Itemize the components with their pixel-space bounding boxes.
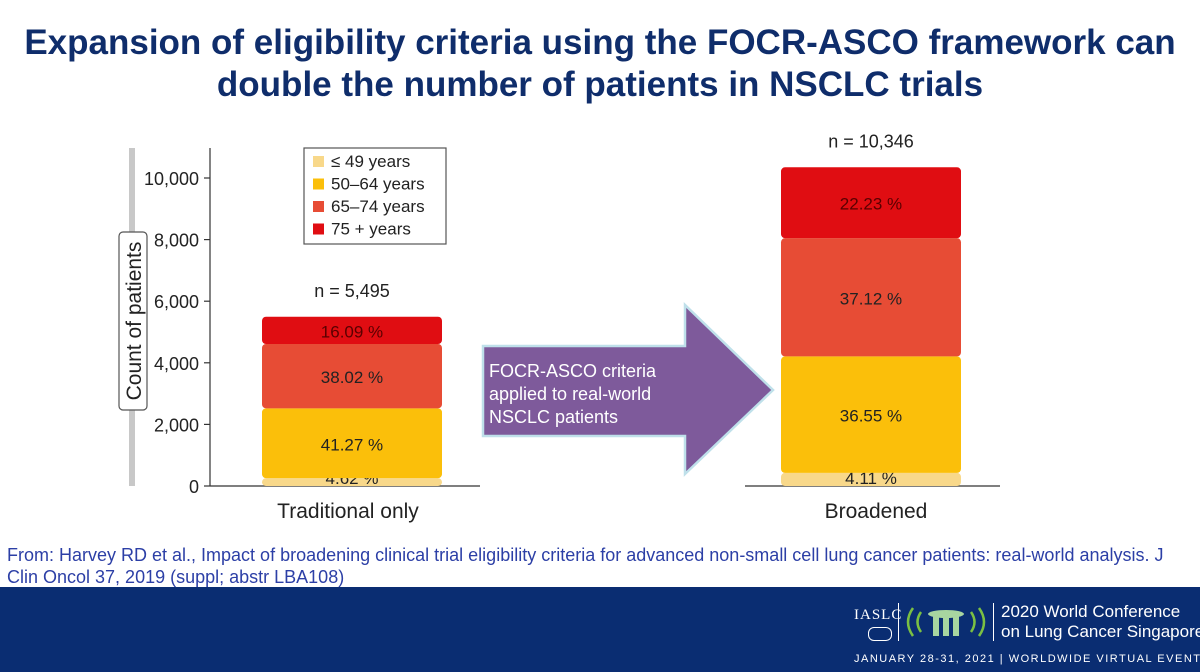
arrow-text-line-3: NSCLC patients xyxy=(489,407,618,427)
y-tick-label: 10,000 xyxy=(144,169,199,189)
legend-label: 75 + years xyxy=(331,220,411,239)
bar-segment xyxy=(781,356,961,473)
y-tick-label: 8,000 xyxy=(154,231,199,251)
data-label: 38.02 % xyxy=(321,368,383,387)
footer-band xyxy=(0,587,1200,672)
legend-label: 50–64 years xyxy=(331,175,425,194)
citation: From: Harvey RD et al., Impact of broade… xyxy=(7,545,1164,587)
title-line-1: Expansion of eligibility criteria using … xyxy=(24,23,1176,62)
y-axis-label: Count of patients xyxy=(123,242,146,401)
legend-swatch xyxy=(313,201,324,212)
data-label: 4.11 % xyxy=(845,469,897,488)
legend: ≤ 49 years 50–64 years 65–74 years 75 + yea… xyxy=(303,147,447,245)
y-tick-label: 4,000 xyxy=(154,354,199,374)
y-tick-label: 6,000 xyxy=(154,292,199,312)
y-axis-label-box xyxy=(118,231,148,411)
bar-segment xyxy=(262,408,442,479)
category-label: Broadened xyxy=(825,500,928,523)
criteria-arrow xyxy=(481,302,775,477)
legend-label: 65–74 years xyxy=(331,197,425,216)
data-label: 41.27 % xyxy=(321,435,383,454)
data-label: 22.23 % xyxy=(840,195,902,214)
bar-segment xyxy=(262,316,442,344)
iaslc-lung-icon xyxy=(868,627,892,641)
arrow-text-line-1: FOCR-ASCO criteria xyxy=(489,361,657,381)
y-tick-label: 2,000 xyxy=(154,415,199,435)
conference-name-line-1: 2020 World Conference xyxy=(1001,602,1181,621)
data-label: 16.09 % xyxy=(321,322,383,341)
category-label: Traditional only xyxy=(277,500,419,523)
y-tick-label: 0 xyxy=(189,477,199,497)
bar-segment xyxy=(781,167,961,239)
bar-segment xyxy=(781,238,961,357)
stacked-bar-chart: 0 2,000 4,000 6,000 8,000 10,000 Count of pat… xyxy=(118,131,1000,523)
total-label: n = 5,495 xyxy=(314,281,390,301)
footer-divider-2 xyxy=(993,603,994,641)
data-label: 37.12 % xyxy=(840,289,902,308)
conference-signal-icon xyxy=(906,607,986,637)
data-label: 36.55 % xyxy=(840,407,902,426)
legend-swatch xyxy=(313,156,324,167)
iaslc-logo-text: IASLC xyxy=(854,607,903,623)
bar-segment xyxy=(262,478,442,486)
bar-segment xyxy=(262,343,442,409)
title-line-2: double the number of patients in NSCLC t… xyxy=(216,65,984,104)
arrow-text: FOCR-ASCO criteria applied to real-world… xyxy=(489,361,661,427)
y-axis-ticks: 0 2,000 4,000 6,000 8,000 10,000 xyxy=(144,169,210,497)
arrow-text-line-2: applied to real-world xyxy=(489,384,651,404)
legend-box xyxy=(303,147,447,245)
bar-segment xyxy=(781,472,961,486)
legend-label: ≤ 49 years xyxy=(331,152,410,171)
total-label: n = 10,346 xyxy=(828,131,914,151)
bars: 4.62 %41.27 %38.02 %16.09 %n = 5,495Trad… xyxy=(262,131,961,523)
y-axis-label-group: Count of patients xyxy=(118,231,148,411)
legend-swatch xyxy=(313,223,324,235)
legend-swatch xyxy=(313,178,324,190)
event-dates: JANUARY 28-31, 2021 | WORLDWIDE VIRTUAL … xyxy=(854,653,1200,665)
slide-title: Expansion of eligibility criteria using … xyxy=(0,22,1200,106)
footer-divider xyxy=(898,603,899,641)
conference-name-line-2: on Lung Cancer Singapore xyxy=(1001,622,1200,641)
